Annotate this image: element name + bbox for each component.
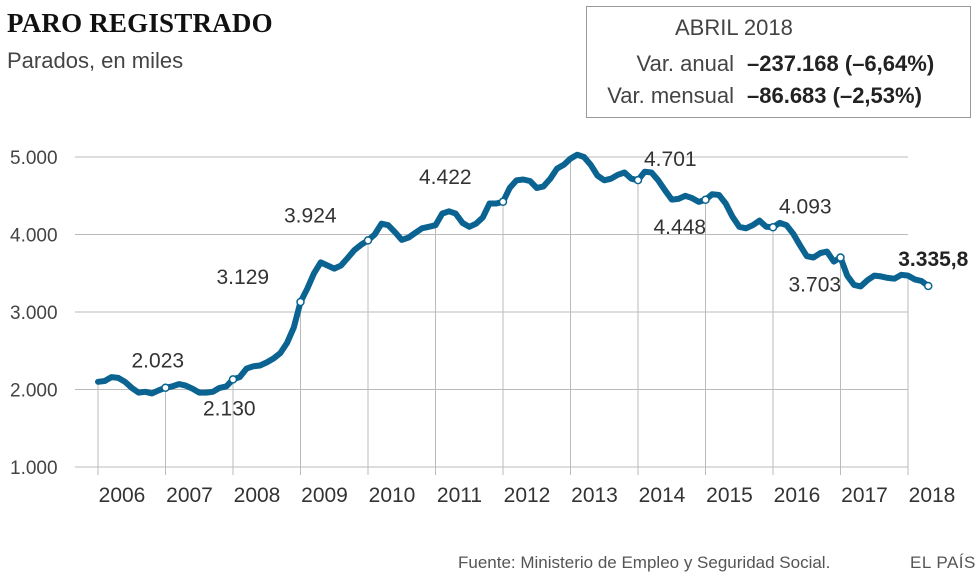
x-tick-label: 2011 bbox=[437, 484, 482, 507]
summary-box: ABRIL 2018 Var. anual –237.168 (–6,64%) … bbox=[586, 6, 971, 118]
x-tick-label: 2010 bbox=[369, 484, 416, 507]
x-tick-label: 2006 bbox=[99, 484, 146, 507]
data-label: 2.130 bbox=[203, 397, 256, 420]
data-label: 2.023 bbox=[132, 350, 185, 373]
x-tick-label: 2018 bbox=[909, 484, 956, 507]
x-tick-label: 2012 bbox=[504, 484, 551, 507]
data-label: 3.335,8 bbox=[898, 248, 968, 271]
data-point-marker bbox=[633, 175, 643, 185]
data-point-marker bbox=[161, 383, 170, 392]
x-tick-label: 2015 bbox=[706, 484, 753, 507]
y-tick-label: 5.000 bbox=[10, 148, 58, 169]
data-point-marker bbox=[363, 236, 373, 245]
annual-change-label: Var. anual bbox=[636, 51, 734, 76]
data-point-marker bbox=[768, 223, 778, 232]
x-tick-label: 2013 bbox=[571, 484, 618, 507]
x-tick-label: 2009 bbox=[301, 484, 348, 507]
x-tick-label: 2014 bbox=[639, 484, 686, 507]
monthly-change-value: –86.683 (–2,53%) bbox=[747, 83, 922, 108]
y-tick-label: 3.000 bbox=[10, 303, 58, 324]
chart-subtitle: Parados, en miles bbox=[7, 48, 184, 73]
data-point-marker bbox=[701, 195, 710, 205]
annual-change-value: –237.168 (–6,64%) bbox=[747, 51, 935, 76]
y-tick-label: 1.000 bbox=[10, 458, 58, 479]
data-label: 4.422 bbox=[419, 166, 472, 189]
chart-title: PARO REGISTRADO bbox=[7, 8, 273, 38]
data-point-marker bbox=[228, 375, 238, 384]
source-note: Fuente: Ministerio de Empleo y Seguridad… bbox=[458, 553, 831, 572]
data-label: 4.448 bbox=[654, 216, 707, 239]
data-label: 3.703 bbox=[789, 274, 842, 297]
y-tick-label: 4.000 bbox=[10, 226, 58, 247]
data-label: 4.701 bbox=[644, 148, 697, 171]
y-tick-label: 2.000 bbox=[10, 381, 58, 402]
x-tick-label: 2016 bbox=[774, 484, 821, 507]
monthly-change-label: Var. mensual bbox=[607, 83, 734, 108]
data-point-marker bbox=[498, 197, 508, 207]
data-point-marker bbox=[296, 297, 305, 307]
data-point-marker bbox=[836, 253, 845, 262]
summary-heading: ABRIL 2018 bbox=[675, 15, 793, 40]
x-tick-label: 2017 bbox=[841, 484, 888, 507]
x-tick-label: 2008 bbox=[234, 484, 281, 507]
x-tick-label: 2007 bbox=[166, 484, 213, 507]
data-label: 3.129 bbox=[217, 266, 270, 289]
brand-logo: EL PAÍS bbox=[910, 553, 976, 572]
data-label: 3.924 bbox=[284, 204, 337, 227]
data-label: 4.093 bbox=[779, 195, 832, 218]
data-point-marker bbox=[924, 281, 933, 291]
